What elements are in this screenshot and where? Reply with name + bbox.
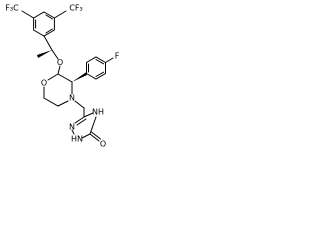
atom-label: F: [115, 52, 120, 61]
ring: [33, 11, 55, 37]
atom-label: O: [57, 58, 63, 67]
bond: [76, 118, 87, 126]
atom-label: N: [69, 94, 75, 103]
bond: [45, 14, 53, 20]
bond: [21, 10, 35, 19]
atom-label: F₃C: [5, 4, 19, 13]
atom-label: CF₃: [69, 4, 82, 13]
bond: [81, 133, 91, 139]
bond: [74, 116, 85, 124]
bond: [47, 73, 59, 81]
atom-label: NH: [92, 108, 104, 117]
ring: [57, 73, 73, 95]
bond: [45, 28, 53, 34]
bond: [53, 10, 67, 19]
bond: [89, 133, 100, 142]
atom-label: N: [69, 123, 75, 132]
bond: [89, 116, 97, 135]
atom-labels: F₃C CF₃ O O F N N HN NH O: [5, 4, 119, 149]
bond: [95, 71, 104, 77]
atom-label: O: [41, 79, 47, 88]
bond: [95, 59, 104, 65]
bond: [71, 129, 75, 135]
molecule: F₃C CF₃ O O F N N HN NH O: [5, 4, 119, 149]
atom-label: HN: [71, 135, 83, 144]
bond: [91, 131, 101, 140]
bond: [51, 49, 59, 60]
bond: [105, 57, 114, 63]
bond: [83, 112, 94, 118]
bond: [74, 100, 85, 109]
ring: [43, 86, 69, 107]
atom-label: O: [100, 140, 106, 149]
bond: [43, 35, 53, 51]
wedge: [37, 50, 52, 58]
ring: [86, 56, 106, 80]
bonds: [21, 10, 114, 142]
wedge: [72, 72, 87, 82]
bond: [57, 65, 61, 75]
